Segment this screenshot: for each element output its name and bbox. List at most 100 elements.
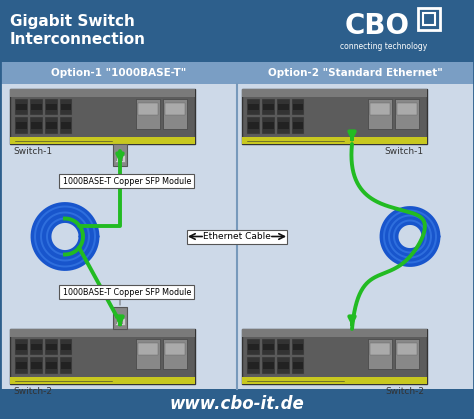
- Bar: [292, 99, 304, 115]
- Bar: [278, 362, 289, 369]
- Bar: [118, 155, 119, 161]
- Bar: [45, 357, 58, 374]
- Bar: [277, 117, 290, 134]
- Bar: [292, 339, 304, 355]
- Text: Option-1 "1000BASE-T": Option-1 "1000BASE-T": [51, 68, 186, 78]
- Text: 1000BASE-T Copper SFP Module: 1000BASE-T Copper SFP Module: [63, 176, 191, 186]
- Bar: [242, 89, 427, 144]
- Bar: [15, 99, 28, 115]
- Bar: [248, 122, 259, 129]
- Bar: [10, 329, 195, 384]
- Bar: [30, 339, 43, 355]
- Bar: [397, 343, 417, 355]
- Bar: [10, 137, 195, 144]
- Bar: [263, 362, 274, 369]
- Bar: [242, 378, 427, 384]
- Bar: [10, 329, 195, 337]
- Bar: [423, 13, 435, 25]
- Bar: [61, 122, 72, 129]
- Bar: [61, 344, 72, 350]
- Text: Gigabit Switch: Gigabit Switch: [10, 14, 135, 29]
- Bar: [60, 174, 194, 188]
- Bar: [10, 89, 195, 97]
- Bar: [61, 362, 72, 369]
- Bar: [15, 357, 28, 374]
- Bar: [10, 378, 195, 384]
- Bar: [247, 117, 260, 134]
- Bar: [31, 362, 42, 369]
- Bar: [248, 344, 259, 350]
- Text: connecting technology: connecting technology: [340, 42, 427, 51]
- Bar: [292, 122, 303, 129]
- Bar: [10, 89, 195, 144]
- Bar: [263, 122, 274, 129]
- Text: 1000BASE-T Copper SFP Module: 1000BASE-T Copper SFP Module: [63, 287, 191, 297]
- Bar: [30, 357, 43, 374]
- Bar: [46, 362, 56, 369]
- Bar: [292, 344, 303, 350]
- Bar: [61, 104, 72, 111]
- Bar: [418, 8, 440, 30]
- Bar: [277, 357, 290, 374]
- Bar: [278, 104, 289, 111]
- Bar: [370, 343, 390, 355]
- Bar: [15, 117, 28, 134]
- Bar: [262, 339, 275, 355]
- Bar: [242, 89, 427, 97]
- Bar: [31, 122, 42, 129]
- Bar: [247, 357, 260, 374]
- Bar: [60, 339, 73, 355]
- Bar: [30, 117, 43, 134]
- Bar: [278, 122, 289, 129]
- Bar: [115, 155, 125, 162]
- Bar: [242, 329, 427, 337]
- Bar: [292, 362, 303, 369]
- Bar: [263, 104, 274, 111]
- Bar: [0, 0, 474, 62]
- Bar: [395, 339, 419, 369]
- Bar: [46, 104, 56, 111]
- Text: Option-2 "Standard Ethernet": Option-2 "Standard Ethernet": [268, 68, 443, 78]
- Text: Switch-2: Switch-2: [385, 387, 424, 396]
- Bar: [163, 99, 187, 129]
- Bar: [292, 357, 304, 374]
- Text: Interconnection: Interconnection: [10, 32, 146, 47]
- Bar: [263, 344, 274, 350]
- Bar: [136, 339, 160, 369]
- Bar: [165, 343, 185, 355]
- Bar: [277, 99, 290, 115]
- Bar: [60, 99, 73, 115]
- Text: Ethernet Cable: Ethernet Cable: [203, 232, 271, 241]
- Bar: [46, 122, 56, 129]
- Bar: [242, 137, 427, 144]
- Bar: [248, 362, 259, 369]
- Bar: [0, 389, 474, 419]
- Bar: [115, 318, 125, 325]
- Bar: [113, 307, 127, 329]
- Bar: [60, 357, 73, 374]
- Bar: [45, 339, 58, 355]
- Bar: [16, 122, 27, 129]
- Bar: [0, 84, 474, 389]
- Bar: [46, 344, 56, 350]
- Bar: [397, 103, 417, 115]
- Bar: [31, 104, 42, 111]
- Bar: [136, 99, 160, 129]
- Bar: [262, 99, 275, 115]
- Bar: [292, 117, 304, 134]
- Bar: [116, 318, 117, 324]
- Bar: [16, 362, 27, 369]
- Bar: [45, 117, 58, 134]
- Bar: [45, 99, 58, 115]
- Bar: [118, 318, 119, 324]
- Bar: [187, 230, 287, 243]
- Bar: [163, 339, 187, 369]
- Bar: [292, 104, 303, 111]
- Bar: [30, 99, 43, 115]
- Bar: [262, 117, 275, 134]
- Bar: [138, 103, 158, 115]
- Bar: [248, 104, 259, 111]
- Bar: [120, 155, 121, 161]
- Bar: [277, 339, 290, 355]
- Bar: [370, 103, 390, 115]
